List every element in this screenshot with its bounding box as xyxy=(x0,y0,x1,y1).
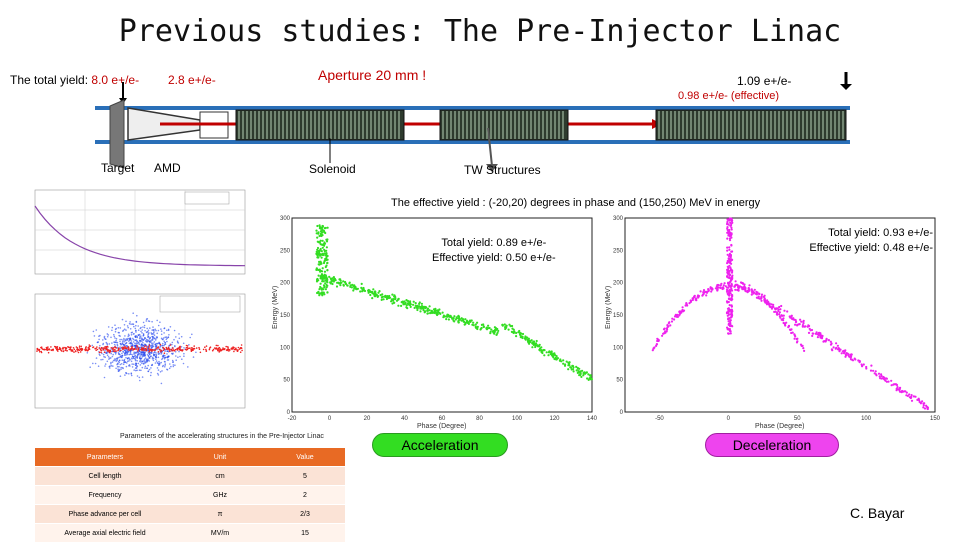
decel-data-points xyxy=(651,217,929,411)
tw-structure xyxy=(235,109,405,141)
decel-xtick: 50 xyxy=(794,416,801,422)
table-cell: cm xyxy=(175,466,265,486)
decel-xtick: 0 xyxy=(727,416,731,422)
table-row: Frequency GHz 2 xyxy=(35,485,345,505)
decel-ytick: 0 xyxy=(620,410,624,416)
params-caption: Parameters of the accelerating structure… xyxy=(120,433,324,440)
decel-ytick: 150 xyxy=(613,313,624,319)
total-yield-label: The total yield: 8.0 e+/e- xyxy=(10,73,140,87)
tw-label: TW Structures xyxy=(464,163,541,177)
accel-xtick: 140 xyxy=(587,416,597,422)
params-header-row: Parameters Unit Value xyxy=(35,448,345,467)
deceleration-label: Deceleration xyxy=(705,433,839,457)
table-cell: 2 xyxy=(265,485,345,505)
accel-xtick: 80 xyxy=(476,416,483,422)
target-label: Target xyxy=(101,161,135,175)
accel-ytick: 300 xyxy=(280,216,291,222)
accel-ytick: 250 xyxy=(280,248,291,254)
decel-ytick: 300 xyxy=(613,216,624,222)
accel-data-points xyxy=(315,224,593,381)
arrow-down-icon-right xyxy=(840,72,852,90)
decel-ytick: 50 xyxy=(616,378,623,384)
params-header: Unit xyxy=(175,448,265,467)
accel-total-yield: Total yield: 0.89 e+/e- xyxy=(441,237,547,249)
target-block xyxy=(109,99,125,169)
accel-plot-frame xyxy=(291,217,593,413)
accel-ytick: 50 xyxy=(283,378,290,384)
decel-ytick: 250 xyxy=(613,248,624,254)
accel-xtick: 120 xyxy=(549,416,560,422)
decel-xtick: 150 xyxy=(930,416,940,422)
decel-ytick: 200 xyxy=(613,281,624,287)
accel-yield-box: Total yield: 0.89 e+/e- Effective yield:… xyxy=(432,236,556,266)
table-cell: Phase advance per cell xyxy=(35,504,175,524)
accel-xtick: 40 xyxy=(401,416,408,422)
table-cell: Cell length xyxy=(35,466,175,486)
params-header: Parameters xyxy=(35,448,175,467)
decel-xlabel: Phase (Degree) xyxy=(755,423,804,430)
tw-pointer xyxy=(487,127,493,167)
accel-xtick: 60 xyxy=(439,416,446,422)
effective-yield: 0.98 e+/e- (effective) xyxy=(678,90,779,102)
decel-ylabel: Energy (MeV) xyxy=(605,286,612,329)
table-cell: 2/3 xyxy=(265,504,345,524)
table-cell: 5 xyxy=(265,466,345,486)
aperture-note: Aperture 20 mm ! xyxy=(318,67,427,83)
effective-note: The effective yield : (-20,20) degrees i… xyxy=(391,197,761,209)
params-header: Value xyxy=(265,448,345,467)
accel-xlabel: Phase (Degree) xyxy=(417,423,466,430)
table-row: Cell length cm 5 xyxy=(35,466,345,486)
accel-ytick: 150 xyxy=(280,313,291,319)
accel-xtick: 20 xyxy=(364,416,371,422)
amd-yield: 2.8 e+/e- xyxy=(168,73,216,87)
decel-total-yield: Total yield: 0.93 e+/e- xyxy=(828,227,933,239)
table-cell: π xyxy=(175,504,265,524)
accel-ytick: 200 xyxy=(280,281,291,287)
accel-xtick: 100 xyxy=(512,416,523,422)
beam-pipe-top xyxy=(95,106,850,110)
decel-effective-yield: Effective yield: 0.48 e+/e- xyxy=(809,242,933,254)
table-cell: Average axial electric field xyxy=(35,523,175,543)
decel-yield-box: Total yield: 0.93 e+/e- Effective yield:… xyxy=(798,226,933,256)
beam-arrows xyxy=(160,119,662,129)
left-auxiliary-plots xyxy=(34,189,246,409)
table-row: Phase advance per cell π 2/3 xyxy=(35,504,345,524)
accel-ytick: 0 xyxy=(287,410,291,416)
accel-effective-yield: Effective yield: 0.50 e+/e- xyxy=(432,252,556,264)
acceleration-label: Acceleration xyxy=(372,433,508,457)
table-cell: Frequency xyxy=(35,485,175,505)
accel-ytick: 100 xyxy=(280,345,291,351)
author-credit: C. Bayar xyxy=(850,505,905,521)
accel-ylabel: Energy (MeV) xyxy=(272,286,279,329)
deceleration-plot: 300 250 200 150 100 50 0 -50 0 50 100 150 Energy (… xyxy=(605,216,940,430)
accel-xtick: 0 xyxy=(328,416,332,422)
params-table: Parameters Unit Value Cell length cm 5 F… xyxy=(35,448,345,543)
beam-pipe-bottom xyxy=(95,140,850,144)
table-cell: GHz xyxy=(175,485,265,505)
end-yield: 1.09 e+/e- xyxy=(737,74,792,88)
beamline-diagram xyxy=(95,72,852,172)
total-yield-value: 8.0 e+/e- xyxy=(91,73,140,87)
amd-label: AMD xyxy=(154,161,181,175)
table-cell: MV/m xyxy=(175,523,265,543)
tw-structures xyxy=(235,109,847,141)
decel-xtick: -50 xyxy=(655,416,664,422)
decel-ytick: 100 xyxy=(613,345,624,351)
table-row: Average axial electric field MV/m 15 xyxy=(35,523,345,543)
scatter-plot-small xyxy=(34,293,246,409)
slide-title: Previous studies: The Pre-Injector Linac xyxy=(118,14,842,49)
solenoid-label: Solenoid xyxy=(309,162,356,176)
decel-xtick: 100 xyxy=(861,416,872,422)
accel-xtick: -20 xyxy=(288,416,297,422)
decay-plot xyxy=(34,189,246,275)
